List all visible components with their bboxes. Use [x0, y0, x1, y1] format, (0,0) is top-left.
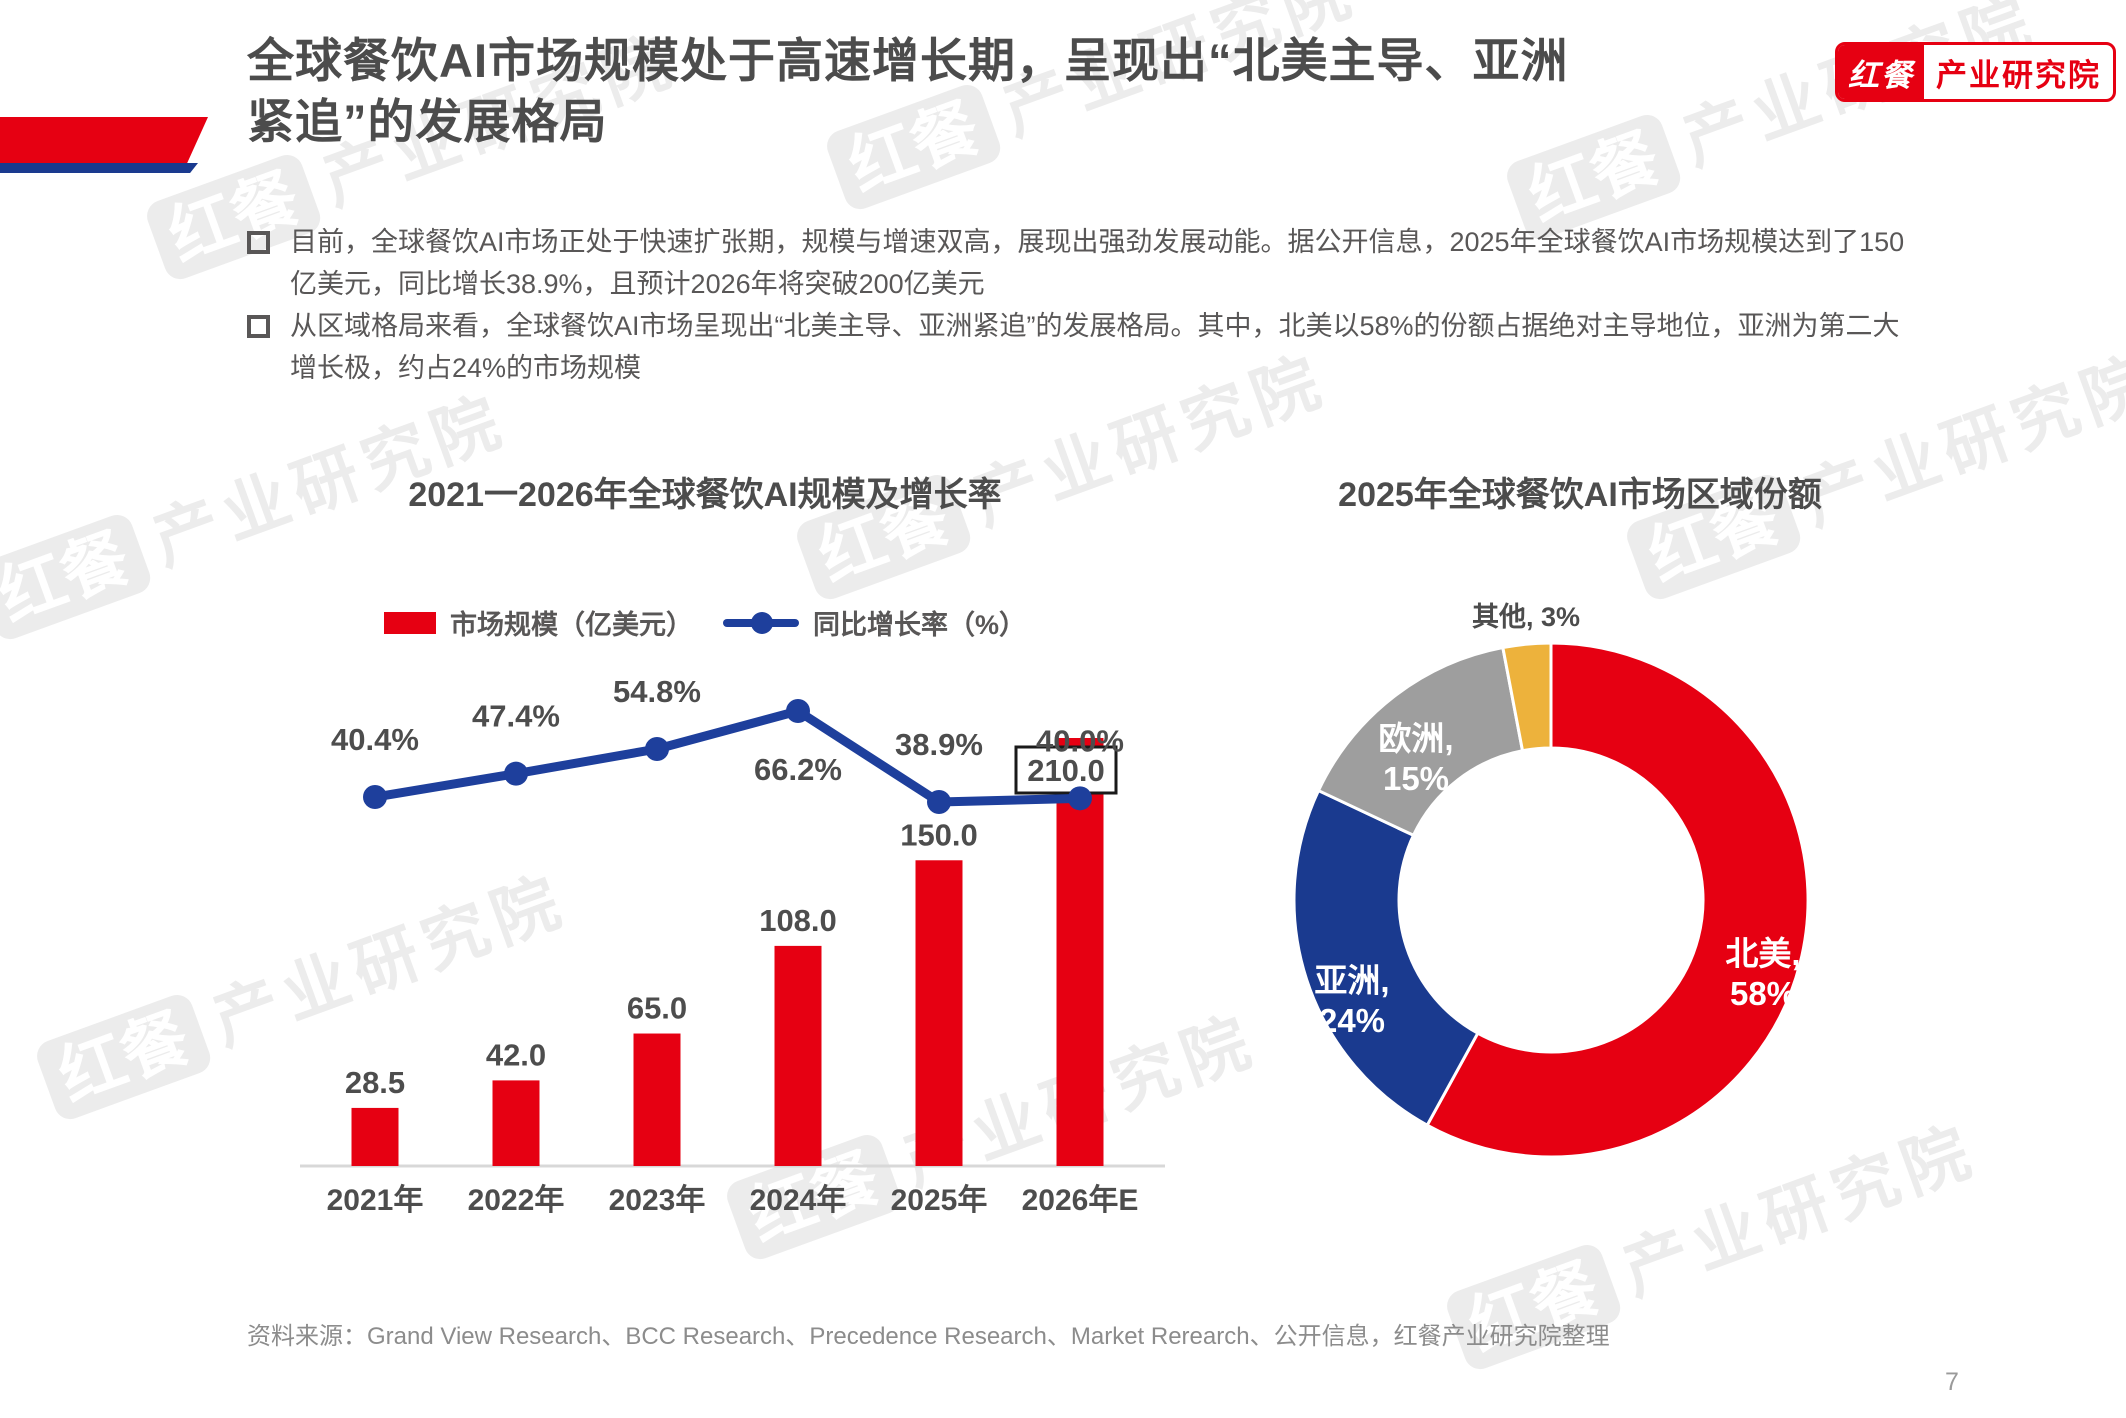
line-dot — [786, 699, 810, 723]
bar — [774, 945, 822, 1166]
line-dot — [645, 737, 669, 761]
bullet-item: 从区域格局来看，全球餐饮AI市场呈现出“北美主导、亚洲紧追”的发展格局。其中，北… — [247, 306, 1927, 390]
donut-slice-其他 — [1501, 641, 1553, 753]
market-size-growth-chart: 2021一2026年全球餐饮AI规模及增长率 市场规模（亿美元） 同比增长率（%… — [230, 467, 1180, 1267]
donut-chart-plot: 北美,58% 亚洲,24% 欧洲,15% — [1292, 641, 1810, 1159]
slice-label: 亚洲, — [1314, 962, 1389, 999]
bar-value-label: 28.5 — [345, 1065, 405, 1100]
bullet-text: 从区域格局来看，全球餐饮AI市场呈现出“北美主导、亚洲紧追”的发展格局。其中，北… — [290, 311, 1900, 383]
line-dot — [1068, 786, 1092, 811]
bar-value-label: 150.0 — [900, 817, 978, 852]
brand-logo: 红餐 产业研究院 — [1835, 42, 2116, 102]
growth-line — [370, 706, 1085, 807]
bar-value-label: 65.0 — [627, 991, 687, 1026]
legend-item-market-size: 市场规模（亿美元） — [383, 603, 693, 642]
watermark-brand: 红餐 — [0, 510, 155, 644]
combo-chart-title: 2021一2026年全球餐饮AI规模及增长率 — [408, 476, 1002, 514]
bar-series-swatch-icon — [383, 611, 436, 634]
square-bullet-icon — [247, 315, 270, 338]
regional-share-chart: 2025年全球餐饮AI市场区域份额 其他, 3% 北美, 58% 亚洲, 24% 欧洲,… — [1180, 467, 1980, 1267]
growth-value-label: 40.4% — [331, 722, 419, 757]
slice-label: 欧洲, — [1378, 720, 1453, 757]
donut-slice-欧洲 — [1316, 645, 1525, 838]
page-title-line1: 全球餐饮AI市场规模处于高速增长期，呈现出“北美主导、亚洲 — [247, 34, 1569, 87]
bar-value-label: 108.0 — [759, 903, 837, 938]
legend-label: 市场规模（亿美元） — [449, 610, 693, 640]
legend-label: 同比增长率（%） — [812, 610, 1026, 640]
bullet-text: 目前，全球餐饮AI市场正处于快速扩张期，规模与增速双高，展现出强劲发展动能。据公… — [290, 227, 1905, 299]
line-dot — [504, 761, 528, 786]
legend-item-growth-rate: 同比增长率（%） — [722, 603, 1026, 642]
title-ribbon-red — [0, 117, 208, 163]
brand-logo-division: 产业研究院 — [1936, 57, 2101, 93]
donut-slice-亚洲 — [1292, 788, 1480, 1128]
growth-value-label: 47.4% — [472, 699, 560, 734]
bullet-item: 目前，全球餐饮AI市场正处于快速扩张期，规模与增速双高，展现出强劲发展动能。据公… — [247, 222, 1927, 306]
x-axis-label: 2022年 — [468, 1184, 565, 1217]
bar-value-label: 210.0 — [1027, 753, 1105, 788]
bar — [915, 860, 963, 1166]
x-axis-label: 2025年 — [891, 1184, 988, 1217]
x-axis-label: 2026年E — [1022, 1184, 1139, 1217]
combo-chart-legend: 市场规模（亿美元） 同比增长率（%） — [230, 603, 1180, 642]
slice-label: 北美, — [1725, 935, 1800, 972]
growth-value-label: 54.8% — [613, 674, 701, 709]
growth-value-label: 40.0% — [1036, 723, 1124, 758]
line-dot — [363, 785, 387, 809]
bar-value-label: 42.0 — [486, 1037, 546, 1072]
line-dot — [927, 790, 951, 814]
x-axis-label: 2021年 — [327, 1184, 424, 1217]
page-title: 全球餐饮AI市场规模处于高速增长期，呈现出“北美主导、亚洲 紧追”的发展格局 — [247, 30, 1867, 152]
brand-logo-mark: 红餐 — [1838, 45, 1924, 99]
title-ribbon-blue — [0, 163, 198, 173]
page-title-line2: 紧追”的发展格局 — [247, 95, 608, 149]
slice-value: 24% — [1319, 1002, 1385, 1039]
bar — [492, 1080, 540, 1166]
bar — [633, 1033, 681, 1166]
page-number: 7 — [1945, 1368, 1959, 1396]
line-swatch-dot — [750, 611, 773, 634]
line-series-swatch-icon — [722, 611, 799, 635]
donut-outside-label: 其他, 3% — [1471, 602, 1581, 632]
growth-value-label: 38.9% — [895, 727, 983, 762]
combo-chart-plot: 28.5 2021年 42.0 2022年 65.0 2023年 108.0 2024年 150… — [300, 674, 1165, 1217]
x-axis-label: 2024年 — [750, 1184, 847, 1217]
watermark-brand: 红餐 — [32, 990, 215, 1124]
slice-value: 15% — [1383, 760, 1449, 797]
slice-value: 58% — [1730, 975, 1796, 1012]
bar — [351, 1107, 399, 1166]
donut-slice-北美 — [1425, 641, 1810, 1159]
donut-chart-title: 2025年全球餐饮AI市场区域份额 — [1338, 476, 1822, 514]
growth-value-label: 66.2% — [754, 752, 842, 787]
square-bullet-icon — [247, 231, 270, 254]
highlight-value-box — [1014, 745, 1118, 795]
x-axis-label: 2023年 — [609, 1184, 706, 1217]
source-note: 资料来源：Grand View Research、BCC Research、Pr… — [247, 1323, 1610, 1350]
